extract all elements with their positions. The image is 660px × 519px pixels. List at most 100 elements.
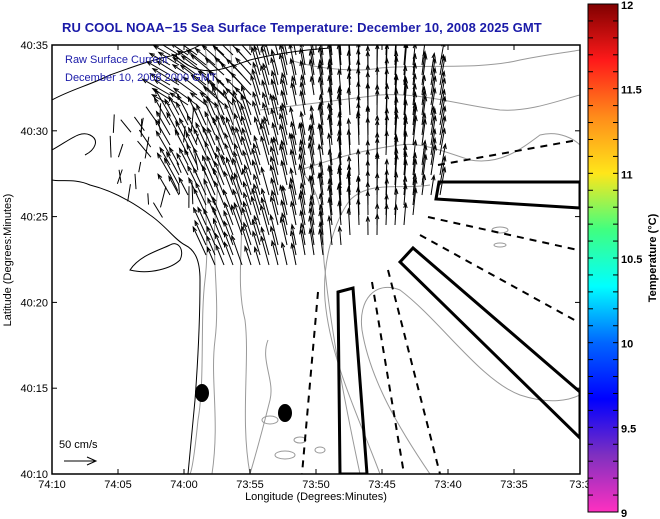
current-vector-head: [253, 245, 259, 253]
current-vector: [241, 207, 252, 236]
current-vector: [206, 235, 216, 256]
current-vector: [212, 86, 225, 116]
current-vector: [300, 190, 306, 216]
current-vector: [319, 60, 324, 86]
current-vector-head: [308, 227, 313, 234]
current-vector: [300, 229, 306, 256]
current-vector-head: [224, 142, 229, 149]
current-vector-head: [270, 189, 276, 196]
current-vector: [412, 54, 416, 76]
current-vector: [253, 135, 261, 156]
current-vector-head: [157, 173, 163, 180]
x-tick-label: 74:10: [38, 479, 66, 491]
current-vector-head: [241, 206, 246, 214]
current-vector-head: [365, 116, 370, 123]
current-vector-head: [308, 124, 313, 131]
current-vector-head: [441, 77, 447, 84]
current-vector: [252, 92, 261, 116]
current-vector: [224, 133, 234, 156]
current-vector-head: [327, 196, 332, 203]
current-vector-head: [230, 32, 234, 37]
scale-label: 50 cm/s: [59, 439, 98, 451]
current-vector: [241, 128, 252, 156]
current-vector: [204, 141, 216, 166]
current-vector: [137, 140, 152, 158]
current-vector-head: [215, 78, 222, 84]
current-vector: [233, 173, 243, 196]
current-vector: [421, 113, 426, 136]
current-vector: [253, 174, 261, 196]
station-marker: [278, 404, 292, 422]
current-vector-head: [225, 156, 231, 163]
map-title: RU COOL NOAA−15 Sea Surface Temperature:…: [62, 20, 542, 35]
current-vector: [271, 49, 279, 76]
current-vector-head: [271, 69, 276, 77]
current-vector: [166, 152, 180, 176]
current-vector: [155, 119, 171, 146]
current-vector: [328, 133, 333, 166]
current-vector-head: [441, 166, 447, 173]
current-vector-head: [413, 186, 418, 194]
current-vector-head: [290, 81, 295, 88]
current-vector-head: [356, 80, 361, 87]
current-vector: [421, 154, 427, 186]
current-vector-head: [327, 86, 332, 93]
current-vector: [280, 78, 288, 106]
current-vector: [300, 223, 306, 246]
current-vector-head: [223, 241, 229, 248]
current-vector-head: [299, 189, 304, 196]
current-vector-head: [214, 152, 220, 159]
current-vector: [232, 189, 243, 216]
current-vector-head: [393, 171, 399, 178]
map-area: [52, 32, 580, 474]
current-vector-head: [421, 74, 427, 81]
current-vector-head: [308, 134, 313, 141]
current-vector: [253, 143, 261, 166]
current-vector-head: [288, 182, 293, 189]
current-vector: [348, 164, 351, 186]
current-vector: [430, 76, 436, 106]
current-vector: [198, 70, 216, 86]
current-vector: [241, 226, 252, 256]
current-vector-head: [197, 70, 204, 76]
current-vector: [412, 45, 416, 66]
current-vector-head: [234, 46, 241, 53]
current-vector-head: [374, 114, 380, 121]
current-vector-head: [215, 114, 220, 121]
current-vector-head: [384, 202, 389, 210]
current-vector-head: [327, 214, 332, 222]
current-vector-head: [280, 199, 285, 206]
current-vector-head: [259, 122, 264, 130]
current-vector: [403, 203, 407, 226]
current-vector: [207, 127, 216, 146]
current-vector-head: [184, 148, 189, 155]
current-vector-head: [317, 76, 323, 83]
current-vector-head: [336, 92, 342, 100]
current-vector: [421, 175, 426, 196]
current-vector-head: [365, 180, 370, 188]
current-vector-head: [402, 64, 408, 72]
current-vector-head: [309, 75, 315, 82]
current-vector: [224, 242, 234, 266]
current-vector: [195, 48, 216, 66]
current-vector-head: [176, 49, 183, 56]
current-vector: [319, 102, 324, 126]
current-vector: [118, 169, 122, 184]
current-vector-head: [180, 55, 187, 61]
bathymetry-contours: [189, 45, 580, 474]
current-vector: [162, 45, 180, 56]
current-vector: [169, 92, 189, 106]
current-vector: [159, 186, 167, 208]
current-vector-head: [337, 68, 342, 75]
current-vector: [215, 115, 225, 136]
current-vector: [244, 246, 252, 266]
current-vector: [338, 184, 342, 216]
current-vector-head: [202, 85, 209, 92]
current-vector-head: [188, 176, 193, 184]
current-vector-head: [207, 197, 212, 204]
current-vector: [357, 199, 360, 226]
current-vector: [348, 130, 351, 156]
current-vector-head: [403, 143, 408, 151]
current-vector: [235, 127, 243, 146]
current-vector: [281, 140, 288, 166]
